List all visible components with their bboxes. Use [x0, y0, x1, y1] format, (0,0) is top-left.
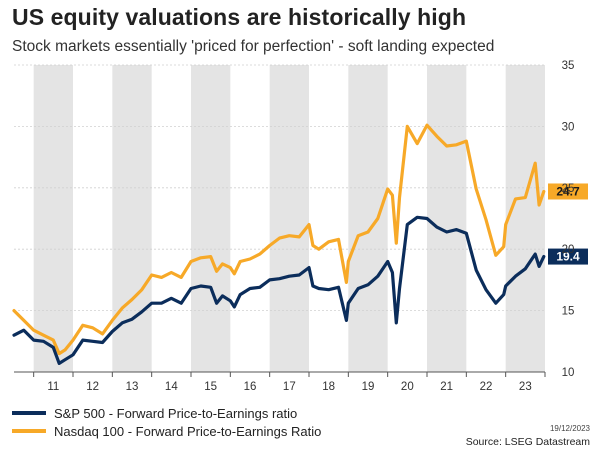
- band-2023: [505, 65, 545, 372]
- x-tick-label-19: 19: [362, 381, 375, 393]
- x-tick-label-22: 22: [480, 381, 493, 393]
- legend-swatch-sp500: [12, 411, 46, 415]
- end-label-nasdaq: 24.7: [548, 183, 588, 200]
- x-tick-label-17: 17: [283, 381, 296, 393]
- legend-item-sp500: S&P 500 - Forward Price-to-Earnings rati…: [12, 404, 321, 422]
- x-tick-label-18: 18: [322, 381, 335, 393]
- end-label-nasdaq-text: 24.7: [556, 184, 580, 198]
- chart-title: US equity valuations are historically hi…: [12, 4, 467, 30]
- band-2017: [269, 65, 309, 372]
- legend: S&P 500 - Forward Price-to-Earnings rati…: [12, 404, 321, 440]
- series-line-sp500: [12, 215, 546, 365]
- y-tick-15: 15: [562, 306, 575, 318]
- shaded-year-bands: [33, 65, 545, 372]
- end-label-nasdaq-box: [548, 183, 588, 200]
- source-note: Source: LSEG Datastream: [465, 436, 590, 448]
- end-label-sp500-text: 19.4: [556, 250, 580, 264]
- y-tick-30: 30: [562, 121, 575, 133]
- y-tick-10: 10: [562, 367, 575, 379]
- x-axis: 11 12 13 14 15 16 17 18 19 20 21 22 23: [14, 371, 546, 393]
- x-tick-label-21: 21: [440, 381, 453, 393]
- x-tick-label-23: 23: [519, 381, 532, 393]
- y-tick-35: 35: [562, 60, 575, 72]
- series-lines: [12, 123, 546, 365]
- x-tick-label-11: 11: [47, 381, 59, 393]
- series-line-nasdaq: [12, 123, 546, 356]
- end-value-labels: 19.4 24.7: [548, 183, 588, 265]
- end-label-sp500: 19.4: [548, 248, 588, 265]
- legend-label-sp500: S&P 500 - Forward Price-to-Earnings rati…: [54, 405, 298, 421]
- chart-subtitle: Stock markets essentially 'priced for pe…: [12, 38, 495, 55]
- x-tick-label-20: 20: [401, 381, 414, 393]
- band-2011: [33, 65, 73, 372]
- x-tick-label-12: 12: [86, 381, 99, 393]
- legend-swatch-nasdaq: [12, 429, 46, 433]
- x-tick-label-15: 15: [204, 381, 217, 393]
- end-label-sp500-box: [548, 248, 588, 265]
- band-2019: [348, 65, 388, 372]
- y-tick-25: 25: [562, 183, 575, 195]
- x-tick-label-13: 13: [126, 381, 139, 393]
- band-2015: [191, 65, 231, 372]
- band-2021: [427, 65, 467, 372]
- legend-item-nasdaq: Nasdaq 100 - Forward Price-to-Earnings R…: [12, 422, 321, 440]
- y-axis: 10 15 20 25 30 35: [562, 60, 575, 379]
- legend-label-nasdaq: Nasdaq 100 - Forward Price-to-Earnings R…: [54, 423, 322, 439]
- date-stamp: 19/12/2023: [549, 424, 590, 433]
- y-tick-20: 20: [562, 244, 575, 256]
- x-tick-label-14: 14: [165, 381, 178, 393]
- x-tick-label-16: 16: [244, 381, 257, 393]
